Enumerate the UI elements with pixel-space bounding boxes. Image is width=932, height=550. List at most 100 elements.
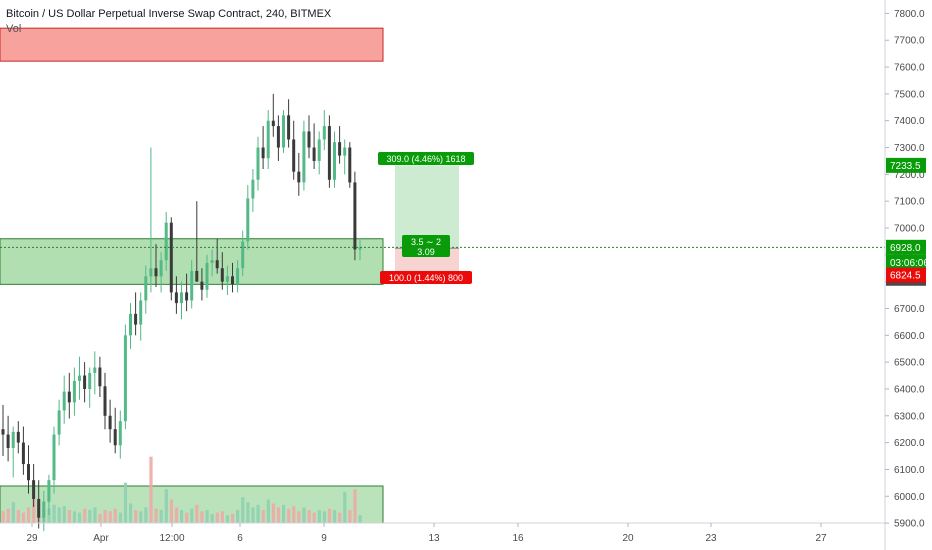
candle-body bbox=[180, 292, 183, 304]
volume-bar bbox=[225, 515, 230, 523]
volume-bar bbox=[123, 482, 128, 523]
volume-bar bbox=[297, 511, 301, 523]
candle-body bbox=[185, 292, 189, 301]
price-tick-label: 6600.0 bbox=[894, 331, 925, 342]
volume-bar bbox=[21, 512, 26, 523]
candle-body bbox=[139, 300, 143, 325]
candle-body bbox=[358, 247, 362, 250]
volume-bar bbox=[266, 499, 270, 523]
time-tick-label: 16 bbox=[512, 533, 524, 544]
price-tick-label: 7500.0 bbox=[894, 89, 925, 100]
candle-body bbox=[6, 434, 10, 448]
volume-bar bbox=[27, 507, 31, 523]
time-tick-label: 13 bbox=[428, 533, 440, 544]
volume-bar bbox=[174, 507, 179, 523]
volume-bar bbox=[149, 456, 153, 523]
time-tick-label: 12:00 bbox=[159, 533, 184, 544]
price-tick-label: 7200.0 bbox=[894, 170, 925, 181]
volume-bar bbox=[358, 515, 362, 523]
candle-body bbox=[67, 391, 71, 403]
volume-bar bbox=[6, 508, 10, 523]
volume-bar bbox=[144, 507, 148, 523]
volume-bar bbox=[98, 513, 102, 523]
time-tick-label: 20 bbox=[622, 533, 634, 544]
position-tool[interactable]: 309.0 (4.46%) 1618 3.5 ∼ 23.09 100.0 (1.44… bbox=[378, 152, 474, 284]
stop-label-box bbox=[380, 271, 472, 284]
volume-bar bbox=[200, 511, 204, 523]
volume-bar bbox=[169, 499, 173, 523]
volume-bar bbox=[231, 513, 235, 523]
price-tick-label: 5900.0 bbox=[894, 519, 925, 530]
volume-bar bbox=[353, 489, 357, 523]
candle-body bbox=[271, 120, 275, 127]
volume-indicator-label: Vol bbox=[6, 23, 21, 35]
price-tick-label: 6500.0 bbox=[894, 358, 925, 369]
candle-body bbox=[32, 480, 36, 499]
volume-bar bbox=[180, 510, 184, 523]
volume-bar bbox=[343, 491, 347, 523]
candle-body bbox=[159, 260, 163, 277]
volume-bar bbox=[83, 508, 87, 523]
volume-bar bbox=[72, 511, 77, 523]
price-tick-label: 6200.0 bbox=[894, 438, 925, 449]
candle-body bbox=[134, 313, 138, 325]
candle-body bbox=[21, 442, 25, 465]
resistance-zone[interactable] bbox=[0, 27, 384, 62]
candle-body bbox=[42, 501, 46, 518]
volume-bar bbox=[312, 512, 316, 523]
candle-body bbox=[312, 147, 316, 161]
volume-bar bbox=[108, 511, 112, 523]
candle-body bbox=[98, 367, 102, 387]
candle-body bbox=[52, 434, 56, 481]
time-tick-label: 29 bbox=[26, 533, 38, 544]
candle-body bbox=[169, 222, 173, 293]
candle-body bbox=[57, 410, 61, 435]
volume-bar bbox=[215, 512, 219, 523]
candle-body bbox=[225, 276, 229, 282]
candle-body bbox=[83, 375, 87, 389]
volume-bar bbox=[164, 489, 168, 523]
volume-bar bbox=[287, 508, 291, 523]
volume-bar bbox=[292, 506, 296, 523]
ratio-label: 3.5 ∼ 2 bbox=[411, 237, 441, 247]
candle-body bbox=[241, 241, 245, 269]
chart-title: Bitcoin / US Dollar Perpetual Inverse Sw… bbox=[6, 8, 332, 20]
price-tick-label: 6400.0 bbox=[894, 384, 925, 395]
price-tick-label: 7600.0 bbox=[894, 63, 925, 74]
volume-bar bbox=[282, 504, 286, 523]
volume-bar bbox=[93, 507, 97, 523]
candle-body bbox=[220, 268, 224, 282]
time-axis[interactable]: 29 Apr 12:00 6 9 13 16 20 23 27 bbox=[26, 523, 827, 544]
candle-body bbox=[231, 276, 234, 285]
candle-body bbox=[287, 115, 291, 140]
target-area[interactable] bbox=[395, 165, 459, 249]
current-price-badge: 6928.0 bbox=[890, 243, 921, 254]
candle-body bbox=[327, 126, 331, 180]
volume-bar bbox=[88, 510, 92, 523]
volume-bar bbox=[195, 504, 199, 523]
candle-body bbox=[1, 429, 5, 435]
volume-bar bbox=[236, 510, 240, 523]
volume-bar bbox=[129, 503, 133, 523]
volume-bar bbox=[52, 504, 56, 523]
volume-bar bbox=[118, 512, 122, 523]
volume-bar bbox=[338, 512, 342, 523]
candle-body bbox=[37, 498, 41, 518]
volume-bar bbox=[32, 497, 36, 523]
candle-body bbox=[276, 126, 280, 148]
time-tick-label: Apr bbox=[93, 533, 109, 544]
candle-body bbox=[343, 147, 347, 156]
candle-body bbox=[282, 115, 285, 148]
candle-body bbox=[348, 147, 352, 183]
candle-body bbox=[129, 313, 132, 336]
volume-bar bbox=[271, 503, 275, 523]
volume-bar bbox=[241, 497, 245, 523]
volume-layer bbox=[0, 456, 384, 524]
candle-body bbox=[16, 431, 20, 443]
volume-bar bbox=[62, 506, 66, 523]
candle-body bbox=[297, 171, 301, 183]
candle-body bbox=[123, 335, 127, 422]
stop-price-badge-box bbox=[886, 267, 926, 283]
